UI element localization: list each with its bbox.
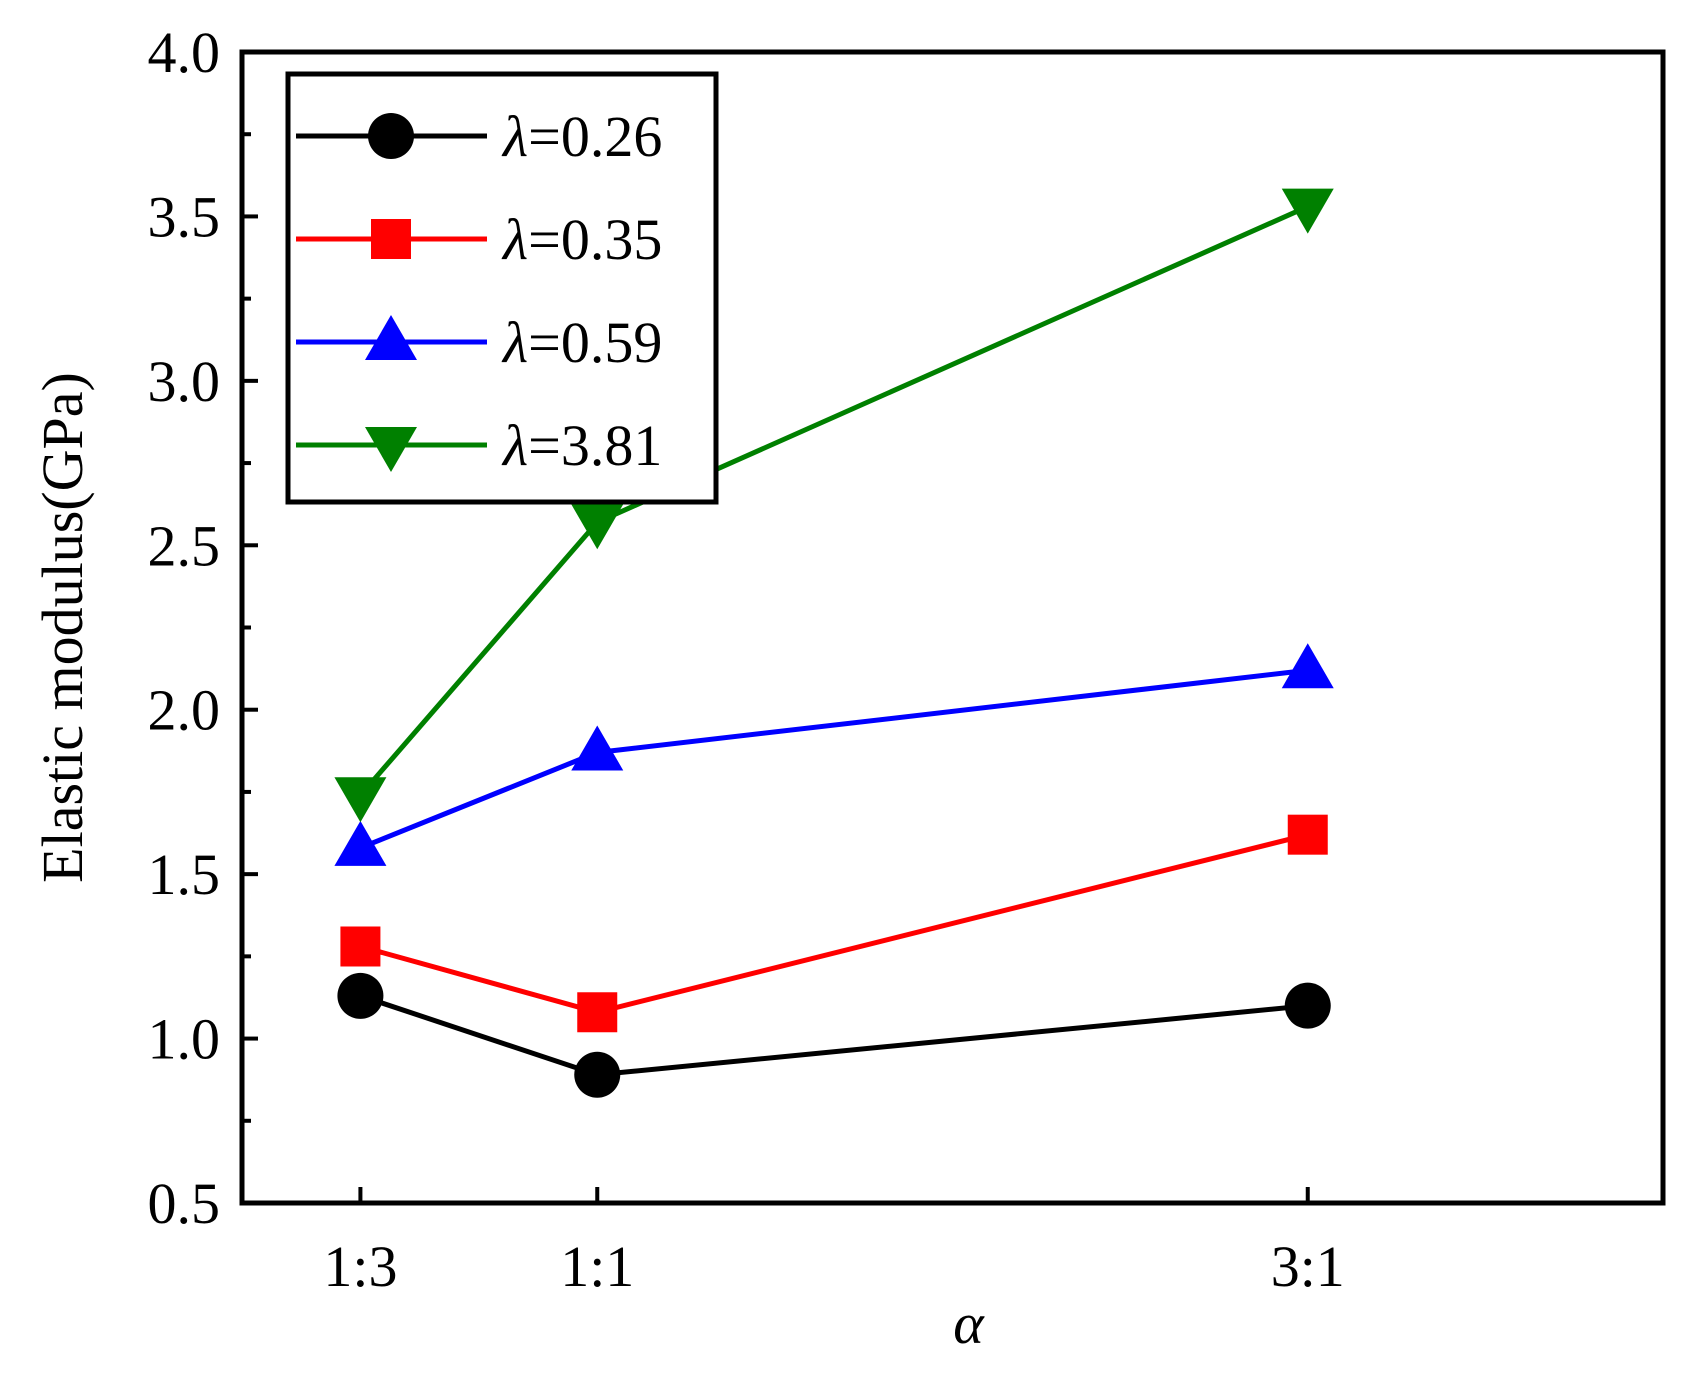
legend-label: λ=3.81 [501,413,662,478]
data-point-3:1 [1284,982,1331,1029]
legend-value: =0.59 [528,310,662,375]
legend-symbol: λ [501,413,528,478]
legend-marker [365,315,417,360]
series-4 [334,188,1334,823]
data-point-3:1 [1281,643,1334,689]
y-tick-label: 0.5 [148,1171,221,1236]
data-point-1:3 [334,777,387,823]
legend: λ=0.26λ=0.35λ=0.59λ=3.81 [285,71,719,505]
legend-value: =3.81 [528,413,662,478]
y-tick-label: 1.0 [148,1007,221,1072]
legend-marker [368,113,414,159]
legend-entry-3: λ=0.59 [296,310,662,375]
legend-symbol: λ [501,207,528,272]
axes-layer: 0.5 1.0 1.5 2.0 2.5 3.0 3.5 4.0 1:3 1:1 3:1 [148,20,1666,1299]
legend-value: =0.35 [528,207,662,272]
legend-marker [365,427,417,472]
legend-symbol: λ [501,104,528,169]
y-tick-label: 2.5 [148,513,221,578]
legend-entry-4: λ=3.81 [296,413,662,478]
legend-value: =0.26 [528,104,662,169]
series-layer [334,188,1334,1098]
labels-layer: α Elastic modulus(GPa) [30,372,985,1356]
legend-label: λ=0.35 [501,207,662,272]
series-2 [340,814,1328,1033]
data-point-1:3 [337,972,384,1019]
data-point-1:1 [577,992,618,1033]
series-line [359,667,1309,851]
legend-entry-2: λ=0.35 [296,207,662,272]
x-axis-title: α [953,1291,985,1356]
legend-symbol: λ [501,310,528,375]
y-axis-title: Elastic modulus(GPa) [30,372,95,883]
x-tick-label: 3:1 [1271,1234,1345,1299]
y-tick-label: 1.5 [148,842,221,907]
x-tick-label: 1:1 [560,1234,634,1299]
data-point-1:3 [340,926,381,967]
y-tick-label: 3.5 [148,184,221,249]
legend-label: λ=0.26 [501,104,662,169]
legend-box [285,71,719,505]
data-point-1:3 [334,820,387,866]
y-tick-label: 2.0 [148,678,221,743]
series-3 [334,643,1334,866]
series-line [359,832,1309,1015]
data-point-1:1 [571,504,624,550]
series-1 [337,972,1331,1098]
legend-entry-1: λ=0.26 [296,104,662,169]
data-point-3:1 [1287,814,1328,855]
legend-marker [371,219,411,259]
y-tick-label: 4.0 [148,20,221,85]
series-line [359,993,1308,1078]
data-point-1:1 [571,725,624,771]
legend-label: λ=0.59 [501,310,662,375]
data-point-1:1 [574,1051,621,1098]
data-point-3:1 [1281,188,1334,234]
x-tick-label: 1:3 [323,1234,397,1299]
y-tick-label: 3.0 [148,349,221,414]
